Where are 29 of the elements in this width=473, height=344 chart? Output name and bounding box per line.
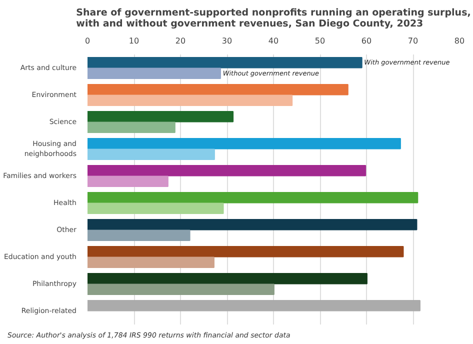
bar [88, 202, 224, 214]
bar [88, 110, 234, 122]
bar [88, 272, 368, 284]
bar [88, 94, 293, 106]
x-tick-label: 0 [84, 36, 90, 46]
bar [88, 68, 221, 80]
x-tick-label: 40 [268, 36, 279, 46]
bar [88, 300, 420, 312]
bar [88, 164, 366, 176]
bar [88, 230, 190, 242]
bar [88, 246, 404, 258]
bar [88, 138, 401, 150]
x-tick-label: 20 [175, 36, 186, 46]
x-tick-label: 60 [361, 36, 372, 46]
x-tick-label: 30 [222, 36, 232, 46]
bar [88, 284, 274, 296]
x-tick-label: 50 [314, 36, 326, 46]
bar [88, 218, 418, 230]
bar [88, 176, 168, 188]
bar [88, 84, 348, 96]
chart-title: Share of government-supported nonprofits running an operating surplus, with and without government revenues, San Diego County, 2023 [76, 8, 471, 30]
bar [88, 256, 214, 268]
bar [88, 148, 215, 160]
bar [88, 122, 176, 134]
x-tick-label: 10 [128, 36, 140, 46]
x-tick-label: 80 [454, 36, 465, 46]
bar [88, 192, 418, 204]
bar [88, 56, 362, 68]
x-tick-label: 70 [408, 36, 418, 46]
